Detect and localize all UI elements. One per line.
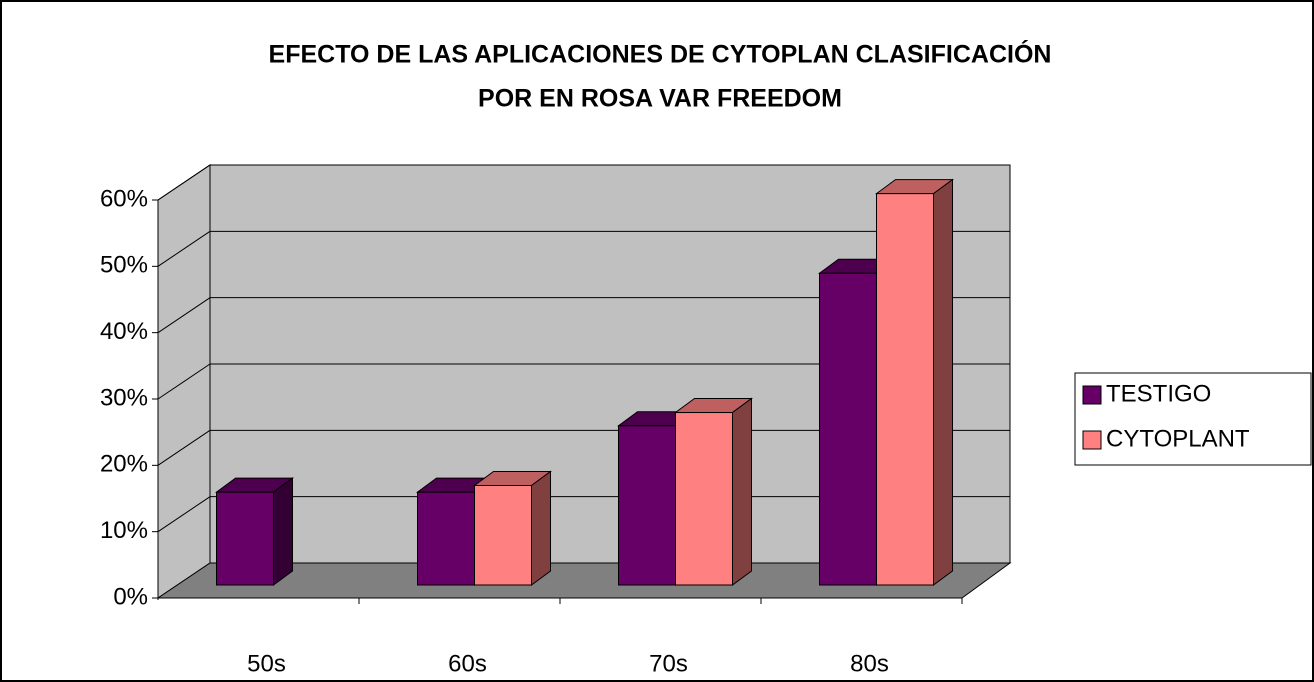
y-tick-label: 20% (100, 451, 148, 478)
chart-title: EFECTO DE LAS APLICACIONES DE CYTOPLAN C… (269, 39, 1052, 69)
grid-line (157, 496, 211, 533)
bar-side (732, 397, 752, 586)
y-tick-label: 40% (100, 318, 148, 345)
legend-swatch (1082, 430, 1102, 450)
grid-line (157, 429, 211, 466)
y-tick-label: 0% (113, 583, 148, 610)
bar (876, 193, 934, 586)
bar (618, 425, 676, 586)
y-tick-label: 60% (100, 185, 148, 212)
bar (819, 272, 877, 586)
bar-side (933, 178, 953, 586)
chart-title: POR EN ROSA VAR FREEDOM (478, 85, 842, 113)
x-tick-label: 50s (247, 650, 286, 677)
bar (417, 491, 475, 586)
bar-side (273, 477, 293, 586)
bar (675, 412, 733, 586)
legend (1074, 372, 1312, 466)
bar (474, 485, 532, 586)
x-tick-label: 70s (649, 650, 688, 677)
x-tick-label: 80s (850, 650, 889, 677)
y-tick-label: 10% (100, 517, 148, 544)
bar-side (531, 470, 551, 586)
legend-label: CYTOPLANT (1106, 425, 1250, 452)
grid-line (157, 164, 211, 201)
x-tick-label: 60s (448, 650, 487, 677)
grid-line (157, 297, 211, 334)
legend-swatch (1082, 385, 1102, 405)
legend-label: TESTIGO (1106, 380, 1211, 407)
y-tick-label: 30% (100, 384, 148, 411)
bar (216, 491, 274, 586)
grid-line (157, 363, 211, 400)
grid-line (157, 230, 211, 267)
y-tick-label: 50% (100, 252, 148, 279)
